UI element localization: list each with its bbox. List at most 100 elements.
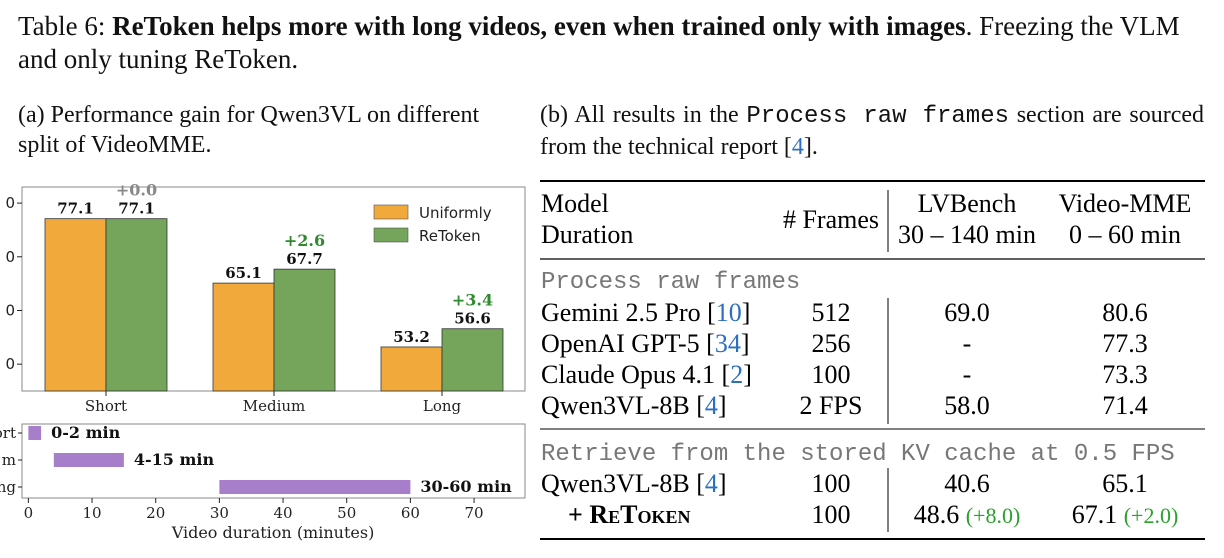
row-lvbench: 69.0 [944,298,990,327]
subcap-b-mono: Process raw frames [746,103,1010,130]
caption-rest: . Freezing the VLM and only tuning ReTok… [18,11,1180,74]
row-ref[interactable]: 34 [715,329,741,358]
header-videomme: Video-MME [1059,189,1192,218]
row-videomme: 71.4 [1102,391,1148,420]
subcap-b-ref[interactable]: 4 [791,134,804,160]
header-videomme-duration: 0 – 60 min [1069,220,1181,249]
legend-swatch-retoken [373,227,409,243]
section-kv-cache: Retrieve from the stored KV cache at 0.5… [541,441,1175,468]
header-lvbench-duration: 30 – 140 min [898,220,1036,249]
gain-label: +2.6 [284,231,325,250]
row-model: Claude Opus 4.1 [2] [541,360,752,389]
bar-uniform [212,282,275,392]
row-lvbench: 58.0 [944,391,990,420]
table-caption: Table 6: ReToken helps more with long vi… [18,10,1210,76]
row-videomme: 80.6 [1102,298,1148,327]
row-model: Gemini 2.5 Pro [10] [541,298,750,327]
table-row: Qwen3VL-8B [4] 2 FPS 58.0 71.4 [541,391,1148,420]
caption-prefix: Table 6: [18,11,113,41]
bar-value-label: 67.7 [286,250,323,268]
row-frames: 100 [812,469,851,498]
row-lvbench: - [963,360,972,389]
bar-uniform [380,346,443,392]
subcap-b-post: section are sourced from the technical r… [540,102,1204,160]
duration-bar [219,480,411,494]
retoken-frames: 100 [812,500,851,529]
row-model: Qwen3VL-8B [4] [541,469,727,498]
bar-retoken [273,268,336,392]
row-frames: 100 [812,360,851,389]
table-row: OpenAI GPT-5 [34] 256 - 77.3 [541,329,1148,358]
section-raw-frames: Process raw frames [541,269,800,296]
gain-label: +3.4 [452,291,493,310]
row-ref[interactable]: 10 [716,298,742,327]
y-tick-label: 0 [5,355,15,373]
table-row: Claude Opus 4.1 [2] 100 - 73.3 [541,360,1148,389]
row-frames: 512 [812,298,851,327]
duration-bar [28,426,42,440]
y-tick-label: 0 [5,248,15,266]
duration-bar-label: 4-15 min [134,450,215,469]
subcaption-b: (b) All results in the Process raw frame… [540,100,1204,162]
x-tick-label: 40 [274,504,293,522]
y-tick-label: 0 [5,194,15,212]
row-ref[interactable]: 4 [705,469,718,498]
x-tick-label: 50 [337,504,356,522]
bar-value-label: 77.1 [57,200,94,218]
row-videomme: 73.3 [1102,360,1148,389]
legend-swatch-uniform [373,204,409,220]
row-model: Qwen3VL-8B [4] [541,391,727,420]
header-model: Model [541,189,609,218]
row-lvbench: - [963,329,972,358]
retoken-lvbench-gain: (+8.0) [966,503,1021,528]
row-lvbench: 40.6 [944,469,990,498]
x-tick-label: 30 [210,504,229,522]
bar-value-label: 65.1 [225,264,262,282]
duration-xlabel: Video duration (minutes) [171,523,375,542]
y-tick-label: m [2,451,16,469]
table-header: Model Duration # Frames LVBench 30 – 140… [540,180,1205,260]
retoken-name: ReToken [589,500,690,529]
row-frames: 256 [812,329,851,358]
bar-value-label: 77.1 [118,200,155,218]
row-ref[interactable]: 2 [730,360,743,389]
x-tick-label: 20 [146,504,165,522]
x-tick-label: 0 [24,504,34,522]
duration-chart-frame [21,423,526,499]
retoken-videomme-gain: (+2.0) [1124,503,1179,528]
header-lvbench: LVBench [918,189,1017,218]
bar-retoken [105,218,168,392]
row-ref[interactable]: 4 [705,391,718,420]
subcaption-a: (a) Performance gain for Qwen3VL on diff… [18,102,480,158]
bar-legend: Uniformly ReToken [373,204,492,245]
retoken-lvbench: 48.6 (+8.0) [914,500,1021,529]
table-row-retoken: + ReToken 100 48.6 (+8.0) 67.1 (+2.0) [568,500,1178,529]
y-tick-label: 0 [5,301,15,319]
bar-value-label: 53.2 [393,328,430,346]
header-duration: Duration [541,220,633,249]
table-row: Qwen3VL-8B [4] 100 40.6 65.1 [541,469,1148,498]
x-tick-label: 70 [465,504,484,522]
gain-label: +0.0 [116,181,157,200]
table-row: Gemini 2.5 Pro [10] 512 69.0 80.6 [541,298,1148,327]
retoken-model: + ReToken [568,500,690,529]
x-tick-label: 10 [82,504,101,522]
x-tick-label: Medium [243,397,306,415]
legend-label-retoken: ReToken [419,227,481,245]
bar-retoken [441,328,504,392]
retoken-videomme: 67.1 (+2.0) [1072,500,1179,529]
y-tick-label: ort [0,424,16,442]
row-model: OpenAI GPT-5 [34] [541,329,749,358]
duration-bar [53,453,124,467]
row-videomme: 77.3 [1102,329,1148,358]
subcap-b-pre: (b) All results in the [540,102,747,128]
row-frames: 2 FPS [800,391,863,420]
subcap-b-end: ]. [803,134,818,160]
duration-bar-label: 30-60 min [420,477,512,496]
duration-bar-label: 0-2 min [51,423,120,442]
legend-label-uniform: Uniformly [419,204,492,222]
header-frames: # Frames [783,205,879,234]
row-videomme: 65.1 [1102,469,1148,498]
